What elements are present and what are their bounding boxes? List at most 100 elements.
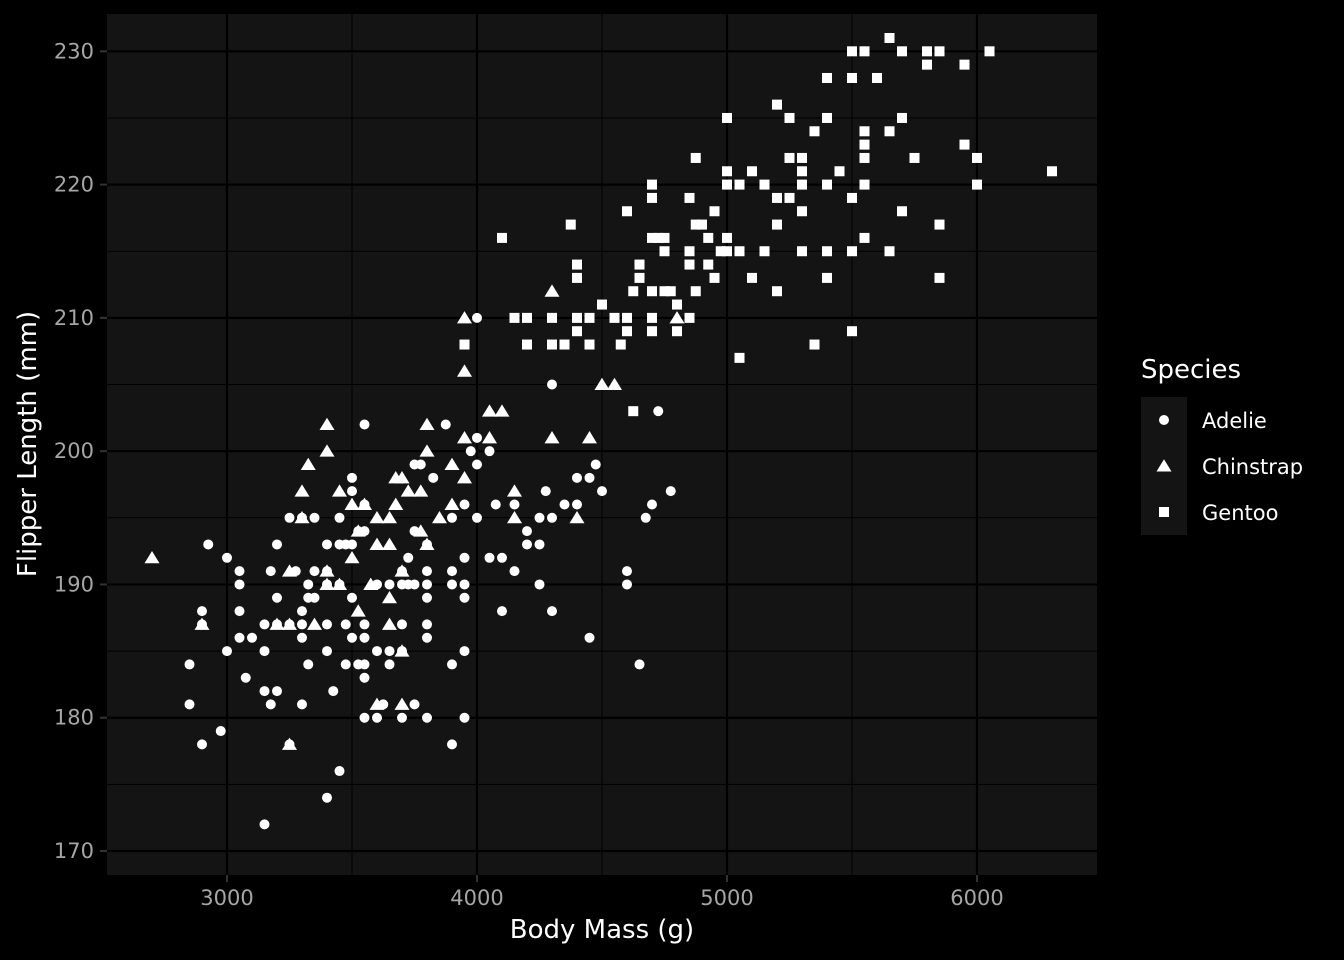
data-point-adelie [384,579,395,590]
data-point-chinstrap [507,511,522,524]
data-point-gentoo [822,246,832,257]
data-point-adelie [384,646,395,657]
data-point-gentoo [659,286,670,297]
data-point-gentoo [703,259,714,270]
data-point-adelie [347,592,357,603]
data-point-gentoo [972,152,982,163]
data-point-gentoo [547,339,557,350]
data-point-gentoo [572,259,582,270]
data-point-gentoo [584,312,595,323]
data-point-adelie [234,566,245,577]
data-point-adelie [234,632,245,643]
data-point-chinstrap [482,404,497,417]
data-point-adelie [559,499,570,510]
data-point-adelie [422,619,432,630]
data-point-adelie [522,539,532,550]
data-point-adelie [359,659,370,670]
data-point-adelie [309,512,320,523]
data-point-gentoo [822,179,832,190]
data-point-adelie [547,379,557,390]
data-point-gentoo [684,312,695,323]
y-axis-tick-label: 180 [54,706,94,730]
data-point-gentoo [709,206,720,217]
data-point-gentoo [934,219,945,230]
data-point-adelie [409,579,420,590]
y-axis-tick-label: 210 [54,306,94,330]
data-point-gentoo [634,259,645,270]
data-point-gentoo [565,219,576,230]
data-point-adelie [297,619,307,630]
data-point-gentoo [722,232,732,243]
data-point-gentoo [809,339,820,350]
data-point-gentoo [690,219,701,230]
data-point-adelie [622,566,632,577]
data-point-chinstrap [457,311,472,324]
data-point-gentoo [722,179,732,190]
data-point-gentoo [772,192,782,203]
data-point-chinstrap [332,577,347,590]
data-point-chinstrap [357,497,372,510]
data-point-gentoo [647,326,657,337]
data-point-gentoo [784,112,795,123]
y-axis-tick-label: 200 [54,439,94,463]
data-point-adelie [428,472,439,483]
data-point-chinstrap [394,644,410,657]
data-point-adelie [490,499,501,510]
x-axis-tick-labels: 3000 4000 5000 6000 [200,886,1003,910]
data-point-chinstrap [394,697,410,710]
data-point-adelie [297,606,307,617]
data-point-adelie [322,792,332,803]
data-point-gentoo [884,246,895,257]
data-point-gentoo [934,272,945,283]
data-point-gentoo [847,46,857,57]
data-point-adelie [584,632,595,643]
data-point-adelie [640,512,651,523]
data-point-chinstrap [319,444,335,457]
data-point-chinstrap [419,537,435,550]
data-point-gentoo [522,339,532,350]
data-points [144,32,1057,830]
data-point-gentoo [847,246,857,257]
data-point-gentoo [734,179,745,190]
data-point-gentoo [647,192,657,203]
data-point-chinstrap [350,524,366,537]
data-point-gentoo [884,126,895,137]
data-point-chinstrap [350,604,366,617]
data-point-gentoo [559,339,570,350]
data-point-adelie [347,486,357,497]
data-point-chinstrap [457,364,472,377]
data-point-adelie [197,739,207,750]
data-point-adelie [622,579,632,590]
data-point-gentoo [984,46,995,57]
data-point-gentoo [959,59,970,70]
data-point-adelie [653,406,664,417]
data-point-adelie [303,579,314,590]
data-point-gentoo [859,126,870,137]
data-point-gentoo [684,246,695,257]
data-point-chinstrap [382,511,397,524]
data-point-adelie [497,606,507,617]
data-point-chinstrap [582,431,597,444]
data-point-gentoo [772,286,782,297]
data-point-adelie [259,619,270,630]
data-point-chinstrap [269,617,285,630]
data-point-adelie [403,552,414,563]
data-point-adelie [340,619,351,630]
data-point-gentoo [859,46,870,57]
data-point-adelie [259,819,270,830]
data-point-adelie [272,592,282,603]
data-point-gentoo [772,219,782,230]
data-point-chinstrap [482,431,497,444]
data-point-chinstrap [388,497,404,510]
data-point-gentoo [897,206,907,217]
data-point-chinstrap [400,484,416,497]
data-point-adelie [465,446,476,457]
data-point-adelie [340,659,351,670]
data-point-gentoo [459,339,470,350]
data-point-chinstrap [369,537,385,550]
data-point-gentoo [784,152,795,163]
data-point-chinstrap [319,417,335,431]
data-point-adelie [415,459,426,470]
data-point-gentoo [859,232,870,243]
data-point-adelie [215,726,226,737]
